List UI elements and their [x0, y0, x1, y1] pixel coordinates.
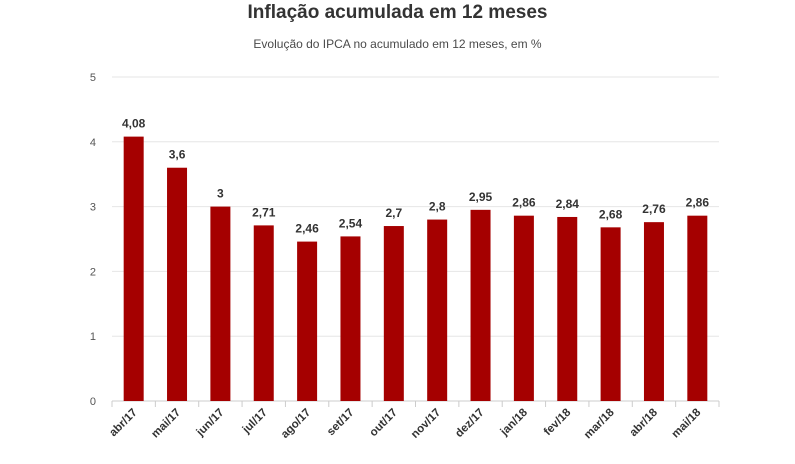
data-label: 3 [217, 187, 224, 201]
x-tick-label: abr/18 [628, 406, 661, 439]
bar [167, 167, 188, 401]
bar [123, 136, 144, 401]
chart-subtitle: Evolução do IPCA no acumulado em 12 mese… [253, 37, 542, 51]
bar [513, 215, 534, 401]
bar [340, 236, 361, 401]
y-tick-label: 5 [90, 72, 96, 84]
x-tick-label: mar/18 [582, 406, 617, 441]
chart-title: Inflação acumulada em 12 meses [247, 2, 548, 23]
data-label: 2,76 [642, 202, 666, 216]
x-tick-label: ago/17 [279, 407, 313, 441]
x-tick-label: jun/17 [194, 407, 227, 440]
bar [297, 241, 318, 401]
data-label: 3,6 [169, 148, 186, 162]
bar [253, 225, 274, 401]
data-label: 2,7 [385, 206, 402, 220]
x-tick-label: jul/17 [240, 407, 270, 437]
y-tick-label: 4 [90, 137, 96, 149]
bar [427, 219, 448, 401]
x-tick-label: jan/18 [498, 406, 531, 439]
bar [470, 209, 491, 401]
x-tick-label: fev/18 [542, 406, 574, 438]
bar [383, 226, 404, 401]
data-label: 2,86 [512, 196, 536, 210]
x-tick-label: set/17 [325, 407, 357, 439]
data-label: 2,71 [252, 205, 276, 219]
y-tick-label: 0 [90, 396, 96, 408]
data-label: 2,68 [599, 207, 623, 221]
data-label: 2,54 [339, 216, 363, 230]
y-tick-label: 2 [90, 266, 96, 278]
x-tick-label: out/17 [368, 407, 400, 439]
x-tick-label: dez/17 [453, 407, 486, 440]
data-label: 2,84 [556, 197, 580, 211]
bar [557, 216, 578, 401]
x-tick-label: mai/18 [670, 406, 704, 440]
bar [687, 215, 708, 401]
data-label: 2,86 [686, 196, 710, 210]
bar [210, 206, 231, 401]
data-label: 2,8 [429, 200, 446, 214]
y-tick-label: 1 [90, 331, 96, 343]
y-tick-label: 3 [90, 202, 96, 214]
data-label: 4,08 [122, 117, 146, 131]
bar [600, 227, 621, 401]
x-tick-label: mai/17 [149, 407, 183, 441]
data-label: 2,95 [469, 190, 493, 204]
x-tick-label: nov/17 [409, 407, 443, 441]
data-label: 2,46 [295, 222, 319, 236]
bar [643, 222, 664, 401]
x-tick-label: abr/17 [107, 407, 139, 439]
